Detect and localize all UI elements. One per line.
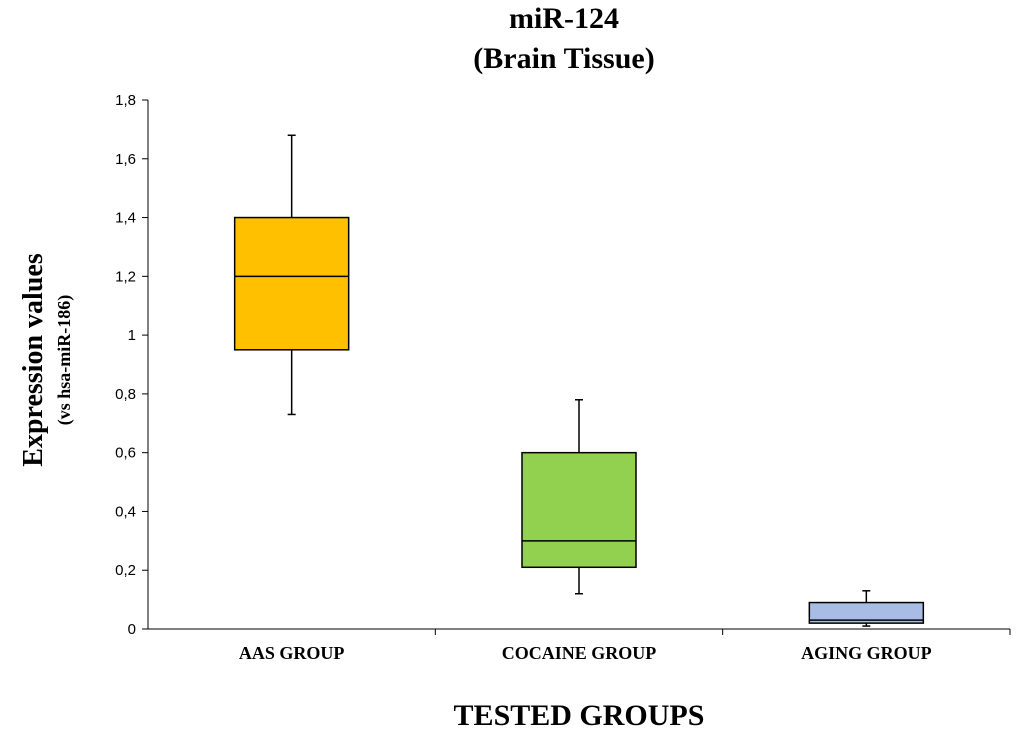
y-tick-label: 0,6 bbox=[115, 445, 136, 462]
y-tick-label: 0,8 bbox=[115, 386, 136, 403]
y-tick-label: 1,8 bbox=[115, 92, 136, 109]
y-tick-label: 0,2 bbox=[115, 562, 136, 579]
y-axis-sublabel: (vs hsa-miR-186) bbox=[54, 295, 75, 426]
chart-title: miR-124 bbox=[509, 2, 619, 35]
chart-subtitle: (Brain Tissue) bbox=[473, 42, 654, 75]
y-tick-label: 1,6 bbox=[115, 151, 136, 168]
x-axis-label: TESTED GROUPS bbox=[454, 699, 705, 731]
box-cocaine-group bbox=[521, 399, 637, 595]
y-tick-label: 0,4 bbox=[115, 503, 136, 520]
x-tick-label: AAS GROUP bbox=[239, 643, 345, 663]
iqr-box bbox=[521, 451, 637, 569]
y-tick-label: 1,2 bbox=[115, 268, 136, 285]
iqr-box bbox=[233, 216, 350, 351]
x-tick-label: COCAINE GROUP bbox=[502, 643, 657, 663]
y-tick-label: 0 bbox=[128, 621, 136, 638]
axes: 0 0,2 0,4 0,6 0,8 1 1,2 1,4 1,6 1,8 AAS GROUP COCAI… bbox=[115, 92, 1011, 663]
y-tick-label: 1 bbox=[128, 327, 136, 344]
y-axis-label: Expression values bbox=[18, 253, 49, 467]
y-tick-label: 1,4 bbox=[115, 210, 136, 227]
x-tick-label: AGING GROUP bbox=[801, 643, 932, 663]
iqr-box bbox=[808, 601, 925, 624]
box-plots bbox=[233, 134, 925, 627]
box-aas-group bbox=[233, 134, 350, 416]
box-aging-group bbox=[808, 590, 925, 627]
